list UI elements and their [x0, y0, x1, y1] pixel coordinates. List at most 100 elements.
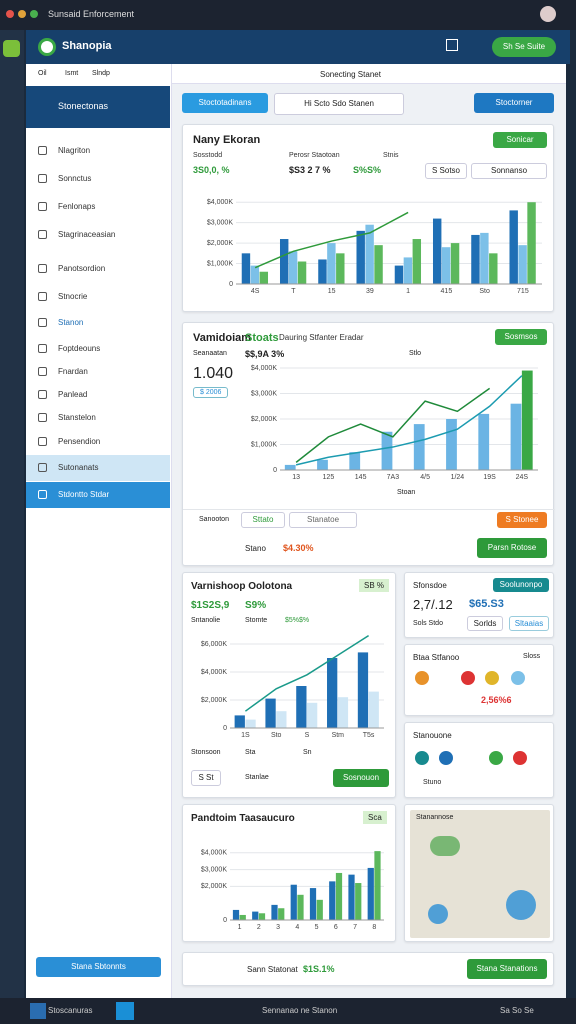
sidebar-icon	[38, 490, 47, 499]
dock-icon[interactable]	[3, 40, 20, 57]
sidebar-tab[interactable]: Oil	[38, 70, 47, 77]
green-button[interactable]: Stana Stanations	[467, 959, 547, 979]
x-tick-label: T	[291, 288, 296, 295]
card: Stanannose	[404, 804, 554, 942]
filter[interactable]: Stanatoe	[289, 512, 357, 528]
filter[interactable]: Sttato	[241, 512, 285, 528]
sidebar-item[interactable]: Pensendion	[26, 429, 170, 455]
mail-icon[interactable]	[446, 39, 458, 51]
sidebar-item[interactable]: Sonnctus	[26, 166, 170, 192]
bar	[296, 686, 307, 728]
green-button[interactable]: Sosnouon	[333, 769, 389, 787]
zoom[interactable]	[30, 10, 38, 18]
map-marker[interactable]	[506, 890, 536, 920]
header-button[interactable]: Sh Se Suite	[492, 37, 556, 57]
sidebar-item[interactable]: Stanon	[26, 310, 170, 336]
map-marker[interactable]	[428, 904, 448, 924]
sidebar-label: Nlagriton	[58, 146, 91, 155]
y-tick-label: 0	[223, 917, 227, 924]
sidebar-item[interactable]: Panotsordion	[26, 256, 170, 282]
sidebar-item[interactable]: Sutonanats	[26, 455, 170, 481]
sidebar-item[interactable]: Stagrinaceasian	[26, 222, 170, 248]
bar	[374, 245, 383, 284]
primary-button[interactable]: Stoctotadinans	[182, 93, 268, 113]
y-tick-label: $4,000K	[201, 850, 227, 857]
bar	[327, 658, 338, 728]
sidebar-item[interactable]: Panlead	[26, 382, 170, 408]
avatar[interactable]	[540, 6, 556, 22]
sub-label: Stomte	[245, 617, 268, 624]
pill[interactable]: Sonnanso	[471, 163, 547, 179]
y-tick-label: $4,000K	[251, 365, 277, 372]
stat-change: $$,9A 3%	[245, 349, 285, 359]
card-title: Nany Ekoran	[193, 134, 261, 146]
task-app[interactable]: Stoscanuras	[48, 1006, 93, 1015]
toolbar: Sonecting Stanet	[172, 64, 566, 84]
x-tick-label: Sto	[271, 732, 282, 739]
icon	[513, 751, 527, 765]
close[interactable]	[6, 10, 14, 18]
sidebar-item[interactable]: Stanstelon	[26, 405, 170, 431]
sidebar-label: Stdontto Stdar	[58, 490, 110, 499]
sidebar-button[interactable]: Stana Sbtonnts	[36, 957, 161, 977]
sidebar-selected[interactable]: Stonectonas	[26, 86, 170, 128]
sidebar-label: Pensendion	[58, 437, 101, 446]
sidebar-icon	[38, 146, 47, 155]
sidebar-icon	[38, 344, 47, 353]
segment[interactable]: Hi Scto Sdo Stanen	[274, 93, 404, 115]
green-button[interactable]: Parsn Rotose	[477, 538, 547, 558]
pill[interactable]: S Sotso	[425, 163, 467, 179]
sidebar-icon	[38, 230, 47, 239]
map[interactable]: Stanannose	[410, 810, 550, 938]
logo	[38, 38, 56, 56]
bar	[446, 419, 457, 470]
sidebar-item[interactable]: Foptdeouns	[26, 336, 170, 362]
x-tick-label: 7A3	[387, 474, 400, 481]
y-tick-label: $4,000K	[207, 199, 233, 206]
sidebar-item[interactable]: Stnocrie	[26, 284, 170, 310]
chip[interactable]: Sltaaias	[509, 616, 549, 631]
chart: 0 $2,000K $3,000K $4,000K 1 2 3 4 5 6 7 8	[201, 850, 384, 931]
window-title: Sunsaid Enforcement	[48, 9, 135, 19]
legend: Sta	[245, 749, 256, 756]
chip[interactable]: Sorlds	[467, 616, 503, 631]
sidebar-tab[interactable]: Slndp	[92, 70, 110, 77]
minimize[interactable]	[18, 10, 26, 18]
card-button[interactable]: Sonicar	[493, 132, 547, 148]
sub-label: Sntanolie	[191, 617, 221, 624]
map-region[interactable]	[430, 836, 460, 856]
x-tick-label: 1S	[241, 732, 250, 739]
bar	[329, 881, 336, 920]
sidebar-tab[interactable]: Ismt	[65, 70, 79, 77]
x-tick-label: 415	[441, 288, 453, 295]
bar	[489, 253, 498, 284]
y-tick-label: 0	[223, 725, 227, 732]
x-tick-label: 24S	[516, 474, 529, 481]
card-title: Vamidoiam	[193, 332, 252, 344]
filter[interactable]: Sanooton	[199, 516, 229, 523]
y-tick-label: $3,000K	[201, 866, 227, 873]
card-button[interactable]: Sosmsos	[495, 329, 547, 345]
sidebar-label: Sutonanats	[58, 463, 99, 472]
orange-button[interactable]: S Stonee	[497, 512, 547, 528]
chip: Sols Stdo	[413, 620, 443, 627]
x-tick-label: 4S	[251, 288, 260, 295]
value: 2,56%6	[481, 695, 512, 705]
secondary-button[interactable]: Stoctorner	[474, 93, 554, 113]
card-title: Pandtoim Taasaucuro	[191, 813, 295, 824]
task-icon[interactable]	[116, 1002, 134, 1020]
bar	[381, 431, 393, 470]
sidebar-icon	[38, 437, 47, 446]
card-button[interactable]: Soolunonpo	[493, 578, 549, 592]
sidebar-item[interactable]: Fnardan	[26, 359, 170, 385]
bar	[297, 261, 307, 284]
small-button[interactable]: S St	[191, 770, 221, 786]
task-icon[interactable]	[30, 1003, 46, 1019]
bar	[276, 711, 287, 728]
sidebar-item[interactable]: Nlagriton	[26, 138, 170, 164]
sidebar-item[interactable]: Stdontto Stdar	[26, 482, 170, 508]
bar	[413, 424, 425, 470]
legend: Stlo	[409, 350, 422, 357]
sidebar-item[interactable]: Fenlonaps	[26, 194, 170, 220]
